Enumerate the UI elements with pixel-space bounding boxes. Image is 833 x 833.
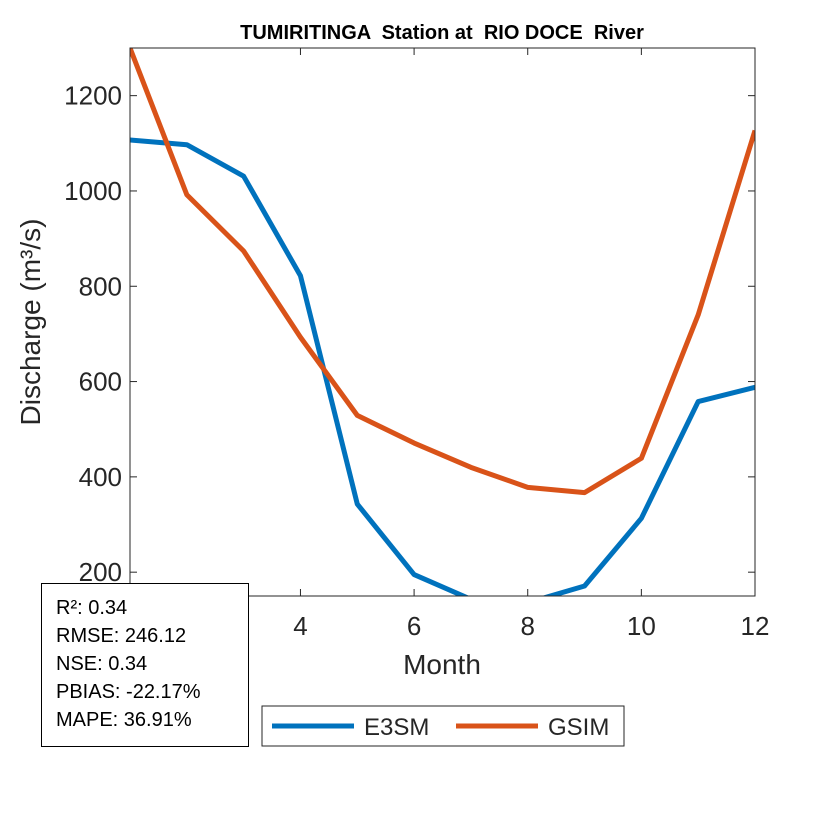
y-tick-label: 400 — [79, 462, 122, 492]
legend-label-gsim: GSIM — [548, 714, 609, 741]
legend: E3SM GSIM — [261, 705, 625, 747]
y-tick-label: 800 — [79, 271, 122, 301]
x-tick-label: 10 — [627, 611, 656, 641]
x-tick-label: 8 — [520, 611, 534, 641]
stats-box: R²: 0.34 RMSE: 246.12 NSE: 0.34 PBIAS: -… — [41, 583, 249, 747]
x-tick-label: 12 — [741, 611, 770, 641]
series-line-gsim — [130, 48, 755, 496]
stat-pbias: PBIAS: -22.17% — [56, 681, 201, 703]
y-tick-label: 1000 — [64, 176, 122, 206]
stat-mape: MAPE: 36.91% — [56, 709, 192, 731]
x-tick-label: 6 — [407, 611, 421, 641]
legend-label-e3sm: E3SM — [364, 714, 429, 741]
chart-title: TUMIRITINGA Station at RIO DOCE River — [240, 22, 644, 44]
stat-rmse: RMSE: 246.12 — [56, 625, 187, 647]
y-tick-label: 600 — [79, 367, 122, 397]
stat-r2: R²: 0.34 — [56, 597, 128, 619]
plot-area-frame — [129, 47, 756, 597]
y-tick-label: 1200 — [64, 81, 122, 111]
x-axis-label: Month — [403, 649, 481, 680]
y-tick-label: 200 — [79, 557, 122, 587]
stat-nse: NSE: 0.34 — [56, 653, 148, 675]
series-line-e3sm — [130, 137, 755, 596]
y-axis-label: Discharge (m³/s) — [15, 219, 46, 426]
x-tick-label: 4 — [293, 611, 307, 641]
